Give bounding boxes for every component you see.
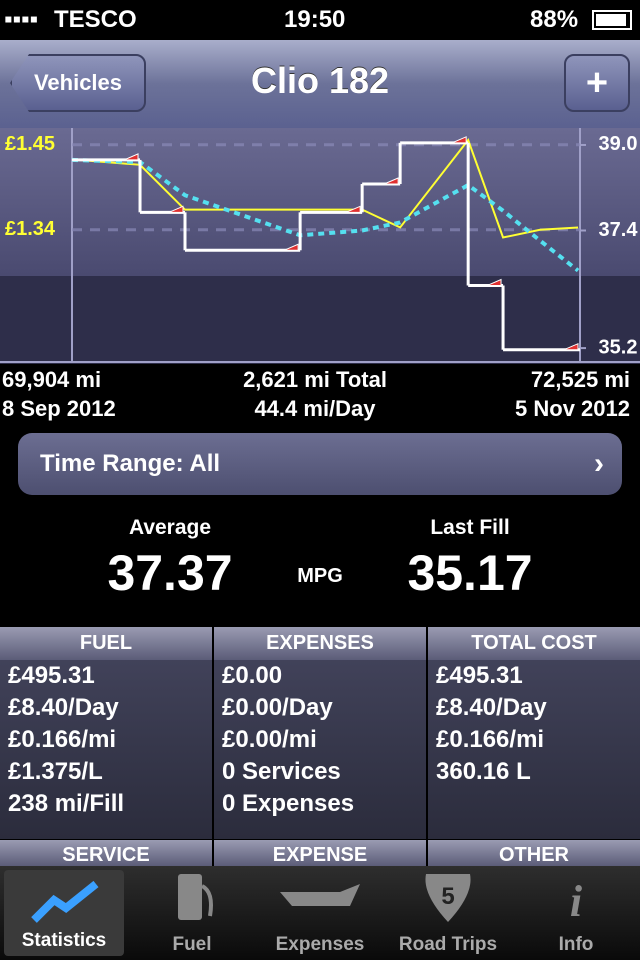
svg-text:i: i xyxy=(570,877,583,926)
panel: FUEL £495.31 £8.40/Day £0.166/mi £1.375/L 238… xyxy=(0,627,212,839)
tab-icon xyxy=(178,874,213,920)
section-header: EXPENSE xyxy=(214,840,426,866)
panel-line: £0.166/mi xyxy=(8,726,117,753)
time-range-label: Time Range: All xyxy=(40,450,221,477)
panel-title: FUEL xyxy=(0,627,212,660)
average-value: 37.37 xyxy=(107,545,233,601)
panel-line: £0.00 xyxy=(222,662,283,689)
unit: MPG xyxy=(297,565,343,587)
tab-icon xyxy=(31,880,99,923)
battery-icon xyxy=(592,10,632,30)
panel-line: £495.31 xyxy=(436,662,523,689)
signal: ▪▪▪▪ xyxy=(4,6,39,33)
panel-line: £8.40/Day xyxy=(436,694,547,721)
panel-title: EXPENSES xyxy=(214,627,426,660)
tab[interactable]: i Info xyxy=(512,866,640,960)
rate: 44.4 mi/Day xyxy=(254,396,376,421)
chevron: › xyxy=(594,447,604,480)
end-date: 5 Nov 2012 xyxy=(515,396,630,421)
panel-line: £495.31 xyxy=(8,662,95,689)
panel-line: £0.00/mi xyxy=(222,726,317,753)
tab-label: Statistics xyxy=(21,930,107,951)
fill-flag xyxy=(123,153,139,161)
series-line xyxy=(71,138,579,239)
fill-flag xyxy=(486,278,502,287)
fill-flag xyxy=(345,205,361,213)
status-bar: ▪▪▪▪ TESCO 19:50 88% xyxy=(0,0,640,40)
chart-bg-top xyxy=(0,128,640,276)
section-header: SERVICE xyxy=(0,840,212,866)
time: 19:50 xyxy=(284,6,346,33)
tab[interactable]: 5 Road Trips xyxy=(384,866,512,960)
fill-flag xyxy=(451,136,467,144)
y-tick-label: 35.2 xyxy=(599,336,638,358)
panel-title: TOTAL COST xyxy=(428,627,640,660)
nav-bar: Vehicles Clio 182 + xyxy=(0,40,640,128)
fill-flag xyxy=(168,205,184,213)
add-button[interactable]: + xyxy=(564,54,630,112)
tab[interactable]: Expenses xyxy=(256,866,384,960)
tab-label: Info xyxy=(558,934,594,955)
end-distance: 72,525 mi xyxy=(530,367,630,392)
panel-line: 0 Services xyxy=(222,758,341,785)
y2-tick-label: £1.45 xyxy=(5,133,55,155)
last-fill-value: 35.17 xyxy=(407,545,533,601)
panel-line: 238 mi/Fill xyxy=(8,790,125,817)
nav-title: Clio 182 xyxy=(250,60,390,101)
total-distance: 2,621 mi Total xyxy=(243,367,387,392)
y-tick-label: 39.0 xyxy=(599,133,638,155)
tab-icon: i xyxy=(570,877,583,926)
start-date: 8 Sep 2012 xyxy=(2,396,116,421)
tab-icon: 5 xyxy=(425,874,471,922)
start-distance: 69,904 mi xyxy=(2,367,102,392)
tab-label: Road Trips xyxy=(398,934,498,955)
tab[interactable]: Statistics xyxy=(4,870,124,956)
fill-flag xyxy=(563,342,579,351)
tab-label: Expenses xyxy=(275,934,365,955)
last-fill-label: Last Fill xyxy=(430,516,510,539)
carrier: TESCO xyxy=(54,6,137,33)
section-header: OTHER xyxy=(428,840,640,866)
chart: 35.2 37.4 39.0 £1.34 £1.45 xyxy=(0,128,640,364)
panel-line: 0 Expenses xyxy=(222,790,355,817)
panel-line: £0.166/mi xyxy=(436,726,545,753)
panel: EXPENSES £0.00 £0.00/Day £0.00/mi 0 Services… xyxy=(214,627,426,839)
battery: 88% xyxy=(530,6,579,33)
y-tick-label: 37.4 xyxy=(599,219,639,241)
panel-line: 360.16 L xyxy=(436,758,531,785)
tab[interactable]: Fuel xyxy=(128,866,256,960)
panel-line: £0.00/Day xyxy=(222,694,333,721)
time-range-button[interactable]: Time Range: All › xyxy=(18,433,622,495)
tab-icon xyxy=(280,884,360,906)
fill-flag xyxy=(383,177,399,185)
panel-line: £8.40/Day xyxy=(8,694,119,721)
average-label: Average xyxy=(128,516,212,539)
fill-flag xyxy=(283,243,299,251)
panel: TOTAL COST £495.31 £8.40/Day £0.166/mi 360.1… xyxy=(428,627,640,839)
y2-tick-label: £1.34 xyxy=(5,218,56,240)
tab-bar: Statistics Fuel Expenses 5 Road Trips i In… xyxy=(0,866,640,960)
panel-line: £1.375/L xyxy=(8,758,103,785)
svg-text:5: 5 xyxy=(441,883,454,910)
back-button[interactable]: Vehicles xyxy=(10,54,146,112)
tab-label: Fuel xyxy=(172,934,212,955)
